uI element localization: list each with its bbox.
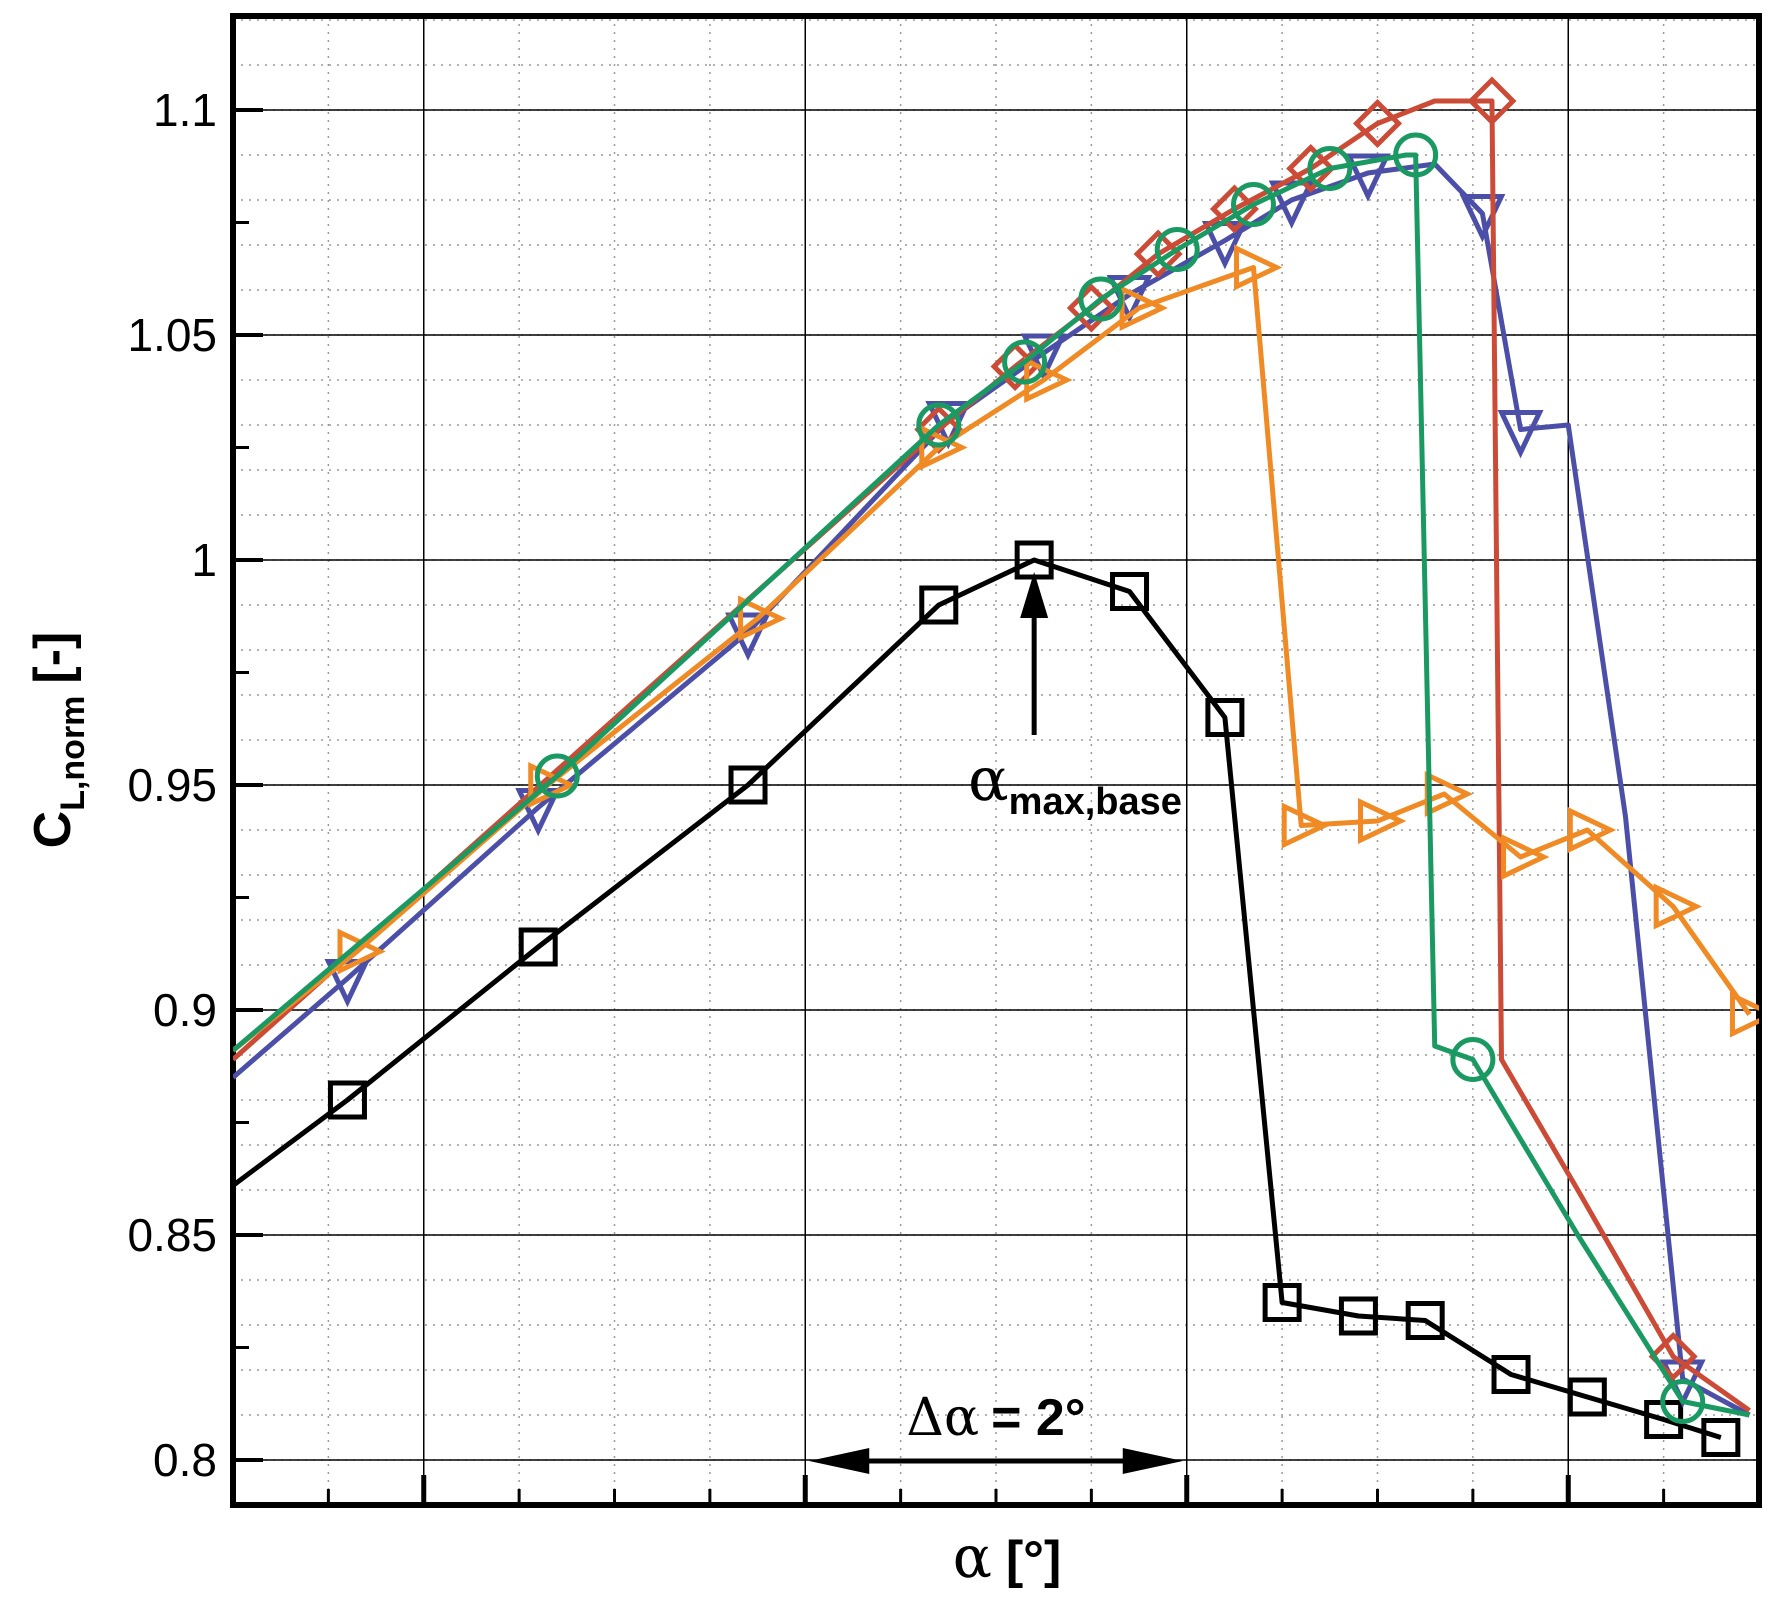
- y-tick-label: 1.05: [127, 309, 217, 361]
- data-point-triangle-right: [1358, 798, 1407, 844]
- series-line: [233, 557, 1722, 1440]
- x-axis-title-unit: [°]: [1006, 1531, 1061, 1589]
- data-point-triangle-down: [1497, 410, 1544, 459]
- data-point-circle: [916, 402, 962, 448]
- y-axis-title-sub: L,norm: [54, 696, 92, 811]
- y-axis-title: CL,norm [-]: [24, 632, 92, 849]
- data-point-circle: [1002, 339, 1048, 385]
- data-point-triangle-right: [738, 595, 787, 642]
- data-point-triangle-right: [1653, 883, 1702, 930]
- series-config-circle: [233, 132, 1750, 1424]
- data-point-circle: [1393, 132, 1439, 178]
- y-axis-title-main: C: [24, 811, 82, 849]
- data-point-square: [518, 927, 558, 967]
- series-line: [233, 161, 1751, 1418]
- data-point-diamond: [1648, 1331, 1698, 1382]
- data-point-diamond: [1209, 184, 1259, 234]
- data-point-circle: [1307, 146, 1353, 191]
- data-point-square: [1567, 1377, 1607, 1417]
- delta-alpha-arrow-right: [1122, 1448, 1183, 1474]
- data-point-triangle-right: [1119, 285, 1168, 331]
- data-point-square: [1205, 698, 1245, 737]
- data-point-circle: [534, 753, 580, 799]
- annotation-alpha-max-base-label: αmax,base: [968, 745, 1182, 823]
- data-point-circle: [1450, 1037, 1496, 1082]
- data-point-circle: [1231, 182, 1277, 227]
- y-tick-label: 0.9: [153, 984, 217, 1036]
- data-point-triangle-down: [1268, 180, 1315, 229]
- data-point-diamond: [1133, 229, 1183, 279]
- data-point-square: [1491, 1355, 1531, 1394]
- y-tick-label: 0.85: [127, 1209, 217, 1261]
- series-line: [233, 265, 1752, 1053]
- delta-alpha-arrow-left: [809, 1448, 870, 1474]
- data-point-diamond: [1352, 98, 1403, 149]
- y-tick-label: 0.8: [153, 1434, 217, 1486]
- axes: 0.8 0.85 0.9 0.95 1 1.05 1.1: [127, 13, 1762, 1508]
- series-layer: [233, 76, 1759, 1457]
- data-point-diamond: [1066, 283, 1116, 333]
- data-point-square: [1262, 1283, 1302, 1322]
- data-point-triangle-right: [1567, 807, 1617, 853]
- y-axis-title-unit: [-]: [24, 632, 82, 684]
- series-base: [233, 540, 1741, 1457]
- data-point-square: [728, 765, 768, 805]
- data-point-triangle-right: [1501, 834, 1550, 880]
- data-point-diamond: [1286, 143, 1336, 194]
- data-point-triangle-right: [1729, 991, 1759, 1038]
- data-point-triangle-down: [1345, 153, 1391, 202]
- y-tick-label: 1.1: [153, 84, 217, 136]
- data-point-triangle-right: [1234, 244, 1283, 291]
- series-line: [233, 152, 1750, 1418]
- data-point-circle: [1154, 227, 1200, 272]
- annotation-layer: αmax,base Δα = 2°: [809, 572, 1183, 1474]
- delta-alpha-label: Δα = 2°: [906, 1388, 1085, 1448]
- data-point-square: [1405, 1301, 1445, 1340]
- data-point-square: [1701, 1418, 1741, 1457]
- annotation-arrowhead: [1020, 572, 1049, 618]
- data-point-square: [919, 585, 959, 625]
- data-point-triangle-right: [1281, 802, 1331, 849]
- x-axis-title: α [°]: [953, 1523, 1062, 1591]
- data-point-triangle-right: [919, 424, 968, 471]
- annotation-alpha-max-base: αmax,base: [968, 572, 1182, 823]
- y-tick-label: 0.95: [127, 759, 217, 811]
- x-axis-title-symbol: α: [953, 1523, 992, 1591]
- data-point-circle: [1660, 1379, 1706, 1424]
- data-point-square: [327, 1080, 367, 1120]
- annotation-delta-alpha: Δα = 2°: [809, 1388, 1183, 1474]
- data-point-square: [1338, 1296, 1378, 1336]
- svg-text:α[°]: α [°]: [953, 1523, 1062, 1591]
- data-point-circle: [1078, 276, 1124, 322]
- y-tick-label: 1: [191, 534, 217, 586]
- data-point-square: [1110, 572, 1150, 611]
- data-point-diamond: [1467, 76, 1517, 126]
- svg-text:CL,norm[-]: CL,norm [-]: [24, 632, 92, 849]
